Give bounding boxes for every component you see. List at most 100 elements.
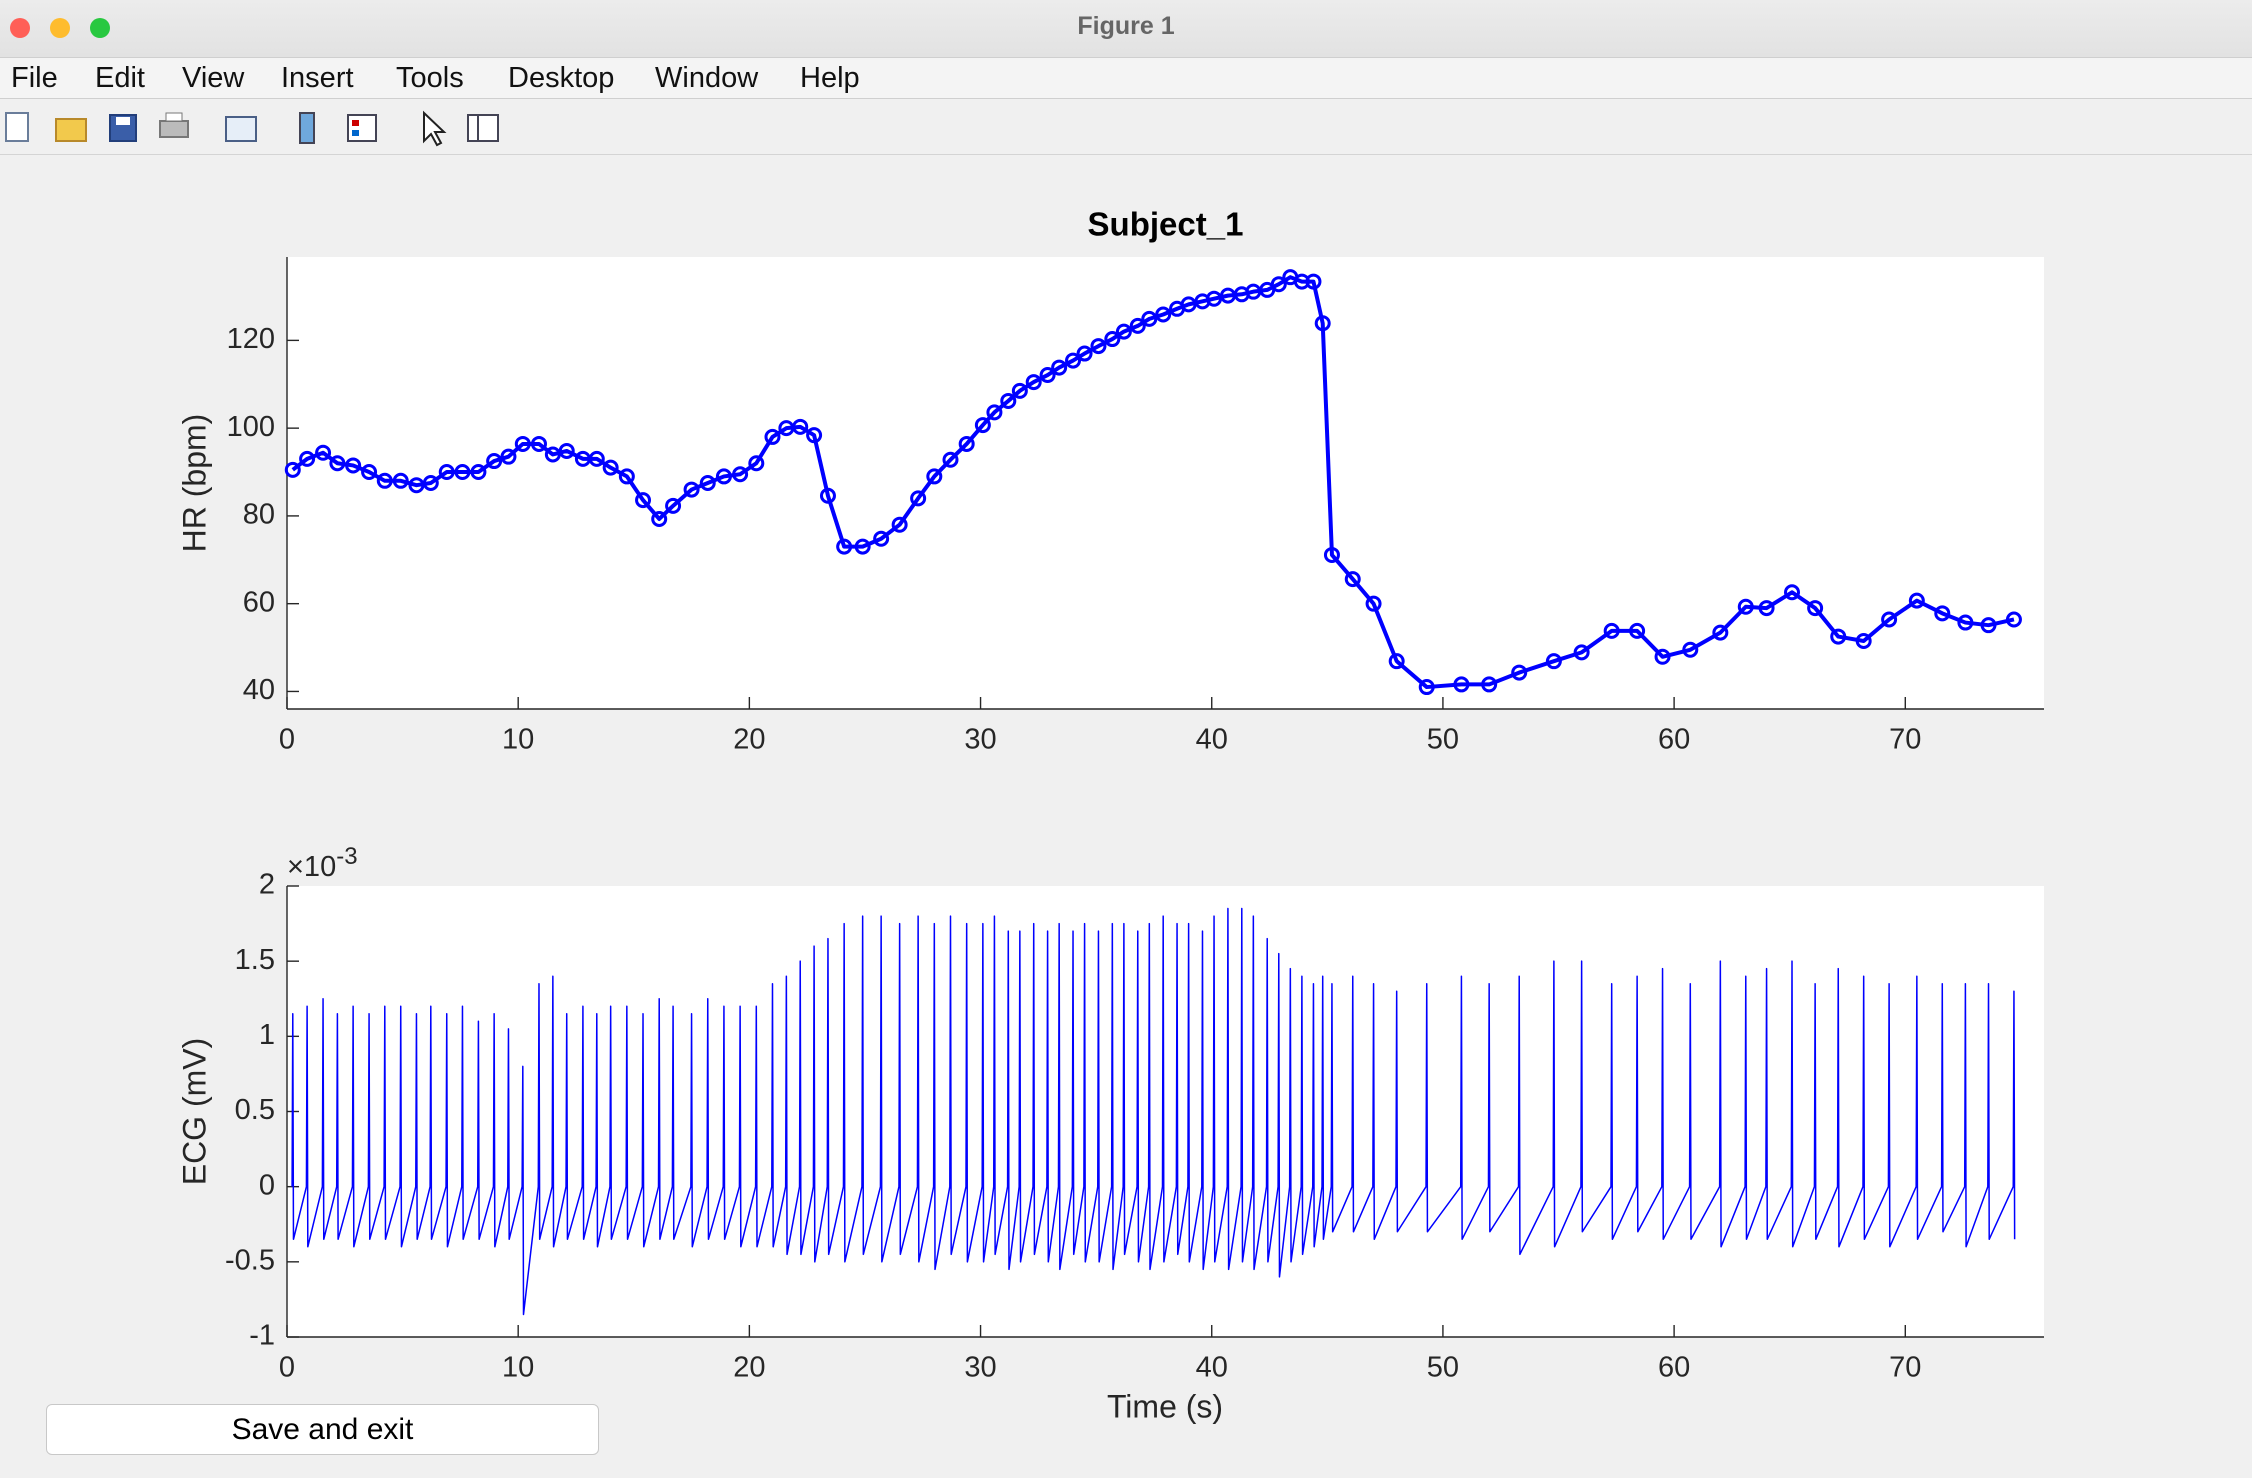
data-point	[1305, 273, 1322, 290]
toolbar	[0, 99, 2252, 155]
x-tick-label: 30	[964, 1352, 996, 1384]
data-point	[1830, 628, 1847, 645]
x-tick-label: 60	[1658, 724, 1690, 756]
x-tick-label: 40	[1196, 724, 1228, 756]
menu-item[interactable]: Desktop	[508, 62, 615, 94]
data-point	[454, 464, 471, 481]
data-point	[715, 468, 732, 485]
y-tick-label: 120	[227, 323, 275, 355]
x-tick-label: 40	[1196, 1352, 1228, 1384]
data-point	[1076, 345, 1093, 362]
menu-item[interactable]: Edit	[95, 62, 145, 94]
data-point	[1654, 648, 1671, 665]
zoom-button[interactable]	[90, 18, 110, 38]
menu-item[interactable]: File	[11, 62, 58, 94]
menu-item[interactable]: View	[182, 62, 245, 94]
data-point	[1323, 546, 1340, 563]
data-point	[1155, 306, 1172, 323]
data-point	[470, 464, 487, 481]
data-point	[1365, 595, 1382, 612]
new-icon[interactable]	[5, 112, 29, 142]
menu-item[interactable]: Window	[655, 62, 759, 94]
data-point	[764, 428, 781, 445]
data-point	[1453, 676, 1470, 693]
data-line	[291, 907, 2016, 1316]
data-point	[732, 466, 749, 483]
pointer-icon[interactable]	[423, 110, 447, 147]
y-tick-label: 2	[259, 869, 275, 901]
menu-item[interactable]: Help	[800, 62, 860, 94]
data-point	[544, 446, 561, 463]
save-exit-button[interactable]: Save and exit	[46, 1404, 599, 1455]
x-tick-label: 50	[1427, 724, 1459, 756]
data-point	[1025, 374, 1042, 391]
data-point	[854, 538, 871, 555]
data-point	[558, 442, 575, 459]
data-point	[1344, 571, 1361, 588]
data-point	[345, 457, 362, 474]
data-point	[284, 461, 301, 478]
y-axis-label: ECG (mV)	[176, 1038, 212, 1186]
y-tick-label: 100	[227, 411, 275, 443]
data-point	[1065, 352, 1082, 369]
data-point	[1682, 641, 1699, 658]
data-point	[1270, 276, 1287, 293]
y-tick-label: 80	[243, 499, 275, 531]
data-point	[1980, 617, 1997, 634]
menu-item[interactable]: Insert	[281, 62, 354, 94]
data-point	[1784, 584, 1801, 601]
close-button[interactable]	[10, 18, 30, 38]
x-tick-label: 20	[733, 724, 765, 756]
data-point	[530, 435, 547, 452]
data-point	[1712, 624, 1729, 641]
data-point	[422, 475, 439, 491]
data-point	[1573, 644, 1590, 661]
data-point	[1104, 331, 1121, 348]
x-tick-label: 70	[1889, 724, 1921, 756]
data-point	[1000, 392, 1017, 409]
data-point	[942, 451, 959, 468]
data-point	[408, 477, 425, 494]
link-icon[interactable]	[225, 116, 257, 142]
y-tick-label: 1.5	[235, 944, 275, 976]
data-point	[1418, 679, 1435, 696]
data-point	[1908, 592, 1925, 609]
data-point	[1934, 605, 1951, 622]
data-point	[819, 487, 836, 504]
data-point	[1141, 310, 1158, 327]
data-point	[1051, 359, 1068, 376]
data-point	[1737, 598, 1754, 615]
colorbar-icon[interactable]	[299, 112, 315, 144]
data-point	[958, 435, 975, 452]
y-tick-label: 40	[243, 674, 275, 706]
x-tick-label: 20	[733, 1352, 765, 1384]
save-icon[interactable]	[109, 114, 137, 142]
y-tick-label: -0.5	[225, 1244, 275, 1276]
data-point	[329, 455, 346, 472]
data-point	[1115, 323, 1132, 340]
data-point	[1545, 653, 1562, 670]
minimize-button[interactable]	[50, 18, 70, 38]
data-point	[1758, 600, 1775, 617]
data-point	[1881, 611, 1898, 628]
data-point	[891, 516, 908, 533]
data-point	[602, 459, 619, 476]
data-point	[1388, 653, 1405, 670]
data-point	[1039, 367, 1056, 384]
property-icon[interactable]	[467, 114, 499, 142]
data-point	[926, 468, 943, 485]
data-point	[1090, 338, 1107, 355]
open-icon[interactable]	[55, 118, 87, 142]
print-icon[interactable]	[159, 112, 189, 138]
x-tick-label: 10	[502, 1352, 534, 1384]
y-exponent-power: -3	[336, 843, 357, 870]
menu-item[interactable]: Tools	[396, 62, 464, 94]
x-tick-label: 0	[279, 1352, 295, 1384]
data-point	[514, 435, 531, 452]
x-tick-label: 60	[1658, 1352, 1690, 1384]
data-point	[299, 450, 316, 467]
legend-icon[interactable]	[347, 114, 377, 142]
data-point	[635, 492, 652, 509]
menu-bar: File Edit View Insert Tools Desktop Wind…	[0, 58, 2252, 99]
